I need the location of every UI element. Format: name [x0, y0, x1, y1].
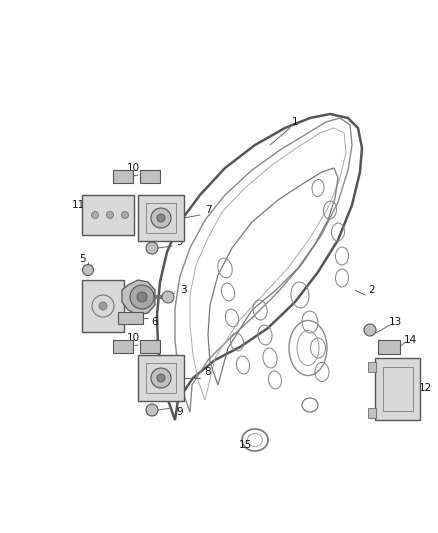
Circle shape: [151, 208, 171, 228]
Circle shape: [99, 302, 107, 310]
Text: 11: 11: [71, 200, 85, 210]
FancyBboxPatch shape: [118, 312, 143, 324]
Text: 13: 13: [389, 317, 402, 327]
Circle shape: [157, 214, 165, 222]
FancyBboxPatch shape: [368, 408, 376, 418]
Text: 3: 3: [180, 285, 186, 295]
Circle shape: [106, 212, 113, 219]
FancyBboxPatch shape: [138, 355, 184, 401]
FancyBboxPatch shape: [113, 340, 133, 353]
FancyBboxPatch shape: [368, 362, 376, 372]
FancyBboxPatch shape: [138, 195, 184, 241]
Text: 6: 6: [152, 317, 158, 327]
FancyBboxPatch shape: [82, 195, 134, 235]
FancyBboxPatch shape: [378, 340, 400, 354]
Circle shape: [151, 368, 171, 388]
FancyBboxPatch shape: [375, 358, 420, 420]
Text: 9: 9: [177, 237, 184, 247]
FancyBboxPatch shape: [113, 170, 133, 183]
Text: 15: 15: [238, 440, 251, 450]
Text: 2: 2: [369, 285, 375, 295]
FancyBboxPatch shape: [140, 340, 160, 353]
Circle shape: [82, 264, 93, 276]
Circle shape: [146, 404, 158, 416]
Circle shape: [121, 212, 128, 219]
Text: 10: 10: [127, 163, 140, 173]
Circle shape: [364, 324, 376, 336]
FancyBboxPatch shape: [82, 280, 124, 332]
Circle shape: [130, 285, 154, 309]
Text: 4: 4: [85, 285, 91, 295]
Text: 12: 12: [418, 383, 431, 393]
Text: 1: 1: [292, 117, 298, 127]
FancyBboxPatch shape: [140, 170, 160, 183]
Text: 7: 7: [205, 205, 211, 215]
Circle shape: [146, 242, 158, 254]
Circle shape: [137, 292, 147, 302]
Text: 8: 8: [205, 367, 211, 377]
Circle shape: [162, 291, 174, 303]
Circle shape: [92, 212, 99, 219]
Circle shape: [157, 374, 165, 382]
Text: 14: 14: [403, 335, 417, 345]
Text: 5: 5: [79, 254, 85, 264]
Text: 10: 10: [127, 333, 140, 343]
Text: 9: 9: [177, 407, 184, 417]
Polygon shape: [122, 280, 155, 315]
